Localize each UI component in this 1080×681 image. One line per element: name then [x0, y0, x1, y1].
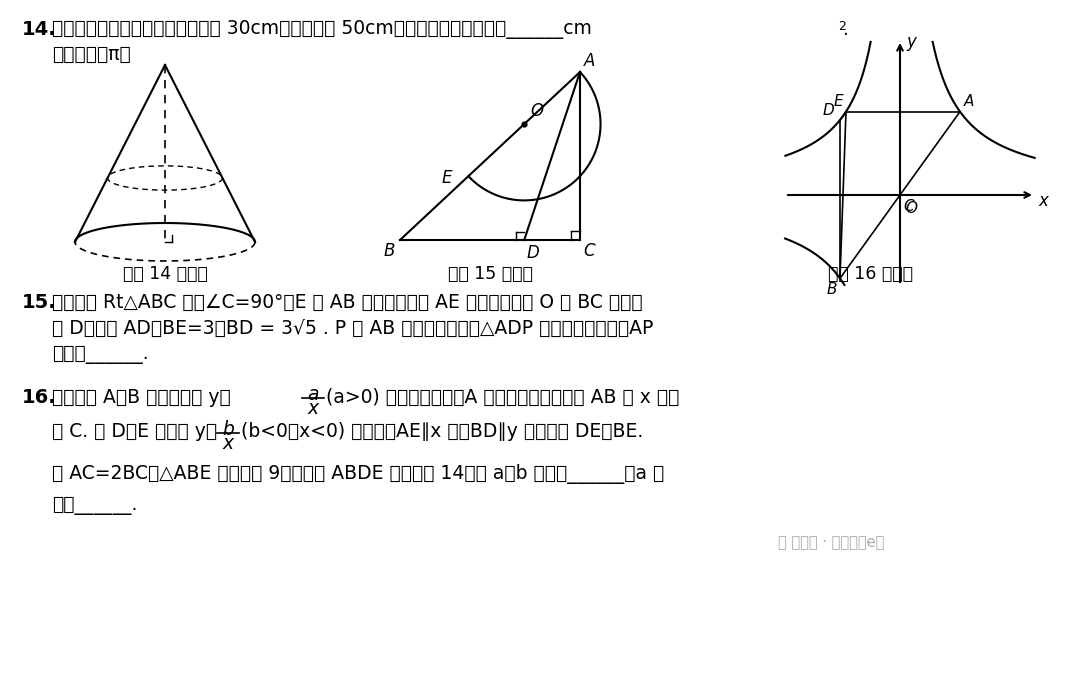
Text: (b<0，x<0) 图象上，AE∥x 轴，BD∥y 轴，连结 DE，BE.: (b<0，x<0) 图象上，AE∥x 轴，BD∥y 轴，连结 DE，BE.	[241, 422, 644, 441]
Text: 值为______.: 值为______.	[52, 496, 137, 515]
Text: 如图，点 A，B 分别在函数 y＝: 如图，点 A，B 分别在函数 y＝	[52, 388, 231, 407]
Text: x: x	[308, 399, 319, 418]
Text: （第 16 题图）: （第 16 题图）	[827, 265, 913, 283]
Text: x: x	[1038, 192, 1048, 210]
Text: 点 D，连结 AD，BE=3，BD = 3√5 . P 是 AB 边上的动点，当△ADP 为等腰三角形时，AP: 点 D，连结 AD，BE=3，BD = 3√5 . P 是 AB 边上的动点，当…	[52, 319, 653, 338]
Text: 如图，圆锥形烟囱帽的底面半径为 30cm，母线长为 50cm，则烟囱帽的侧面积为______cm: 如图，圆锥形烟囱帽的底面半径为 30cm，母线长为 50cm，则烟囱帽的侧面积为…	[52, 20, 592, 39]
Text: 点 C. 点 D，E 在函数 y＝: 点 C. 点 D，E 在函数 y＝	[52, 422, 217, 441]
Text: C: C	[583, 242, 595, 260]
Text: A: A	[584, 52, 595, 70]
Text: （结果保留π）: （结果保留π）	[52, 45, 131, 64]
Text: .: .	[843, 20, 849, 39]
Text: 14.: 14.	[22, 20, 56, 39]
Text: 16.: 16.	[22, 388, 56, 407]
Text: D: D	[526, 244, 539, 262]
Text: y: y	[906, 33, 916, 51]
Text: 2: 2	[838, 20, 846, 33]
Text: A: A	[964, 94, 974, 109]
Text: 如图，在 Rt△ABC 中，∠C=90°，E 为 AB 边上一点，以 AE 为直径的半圆 O 与 BC 相切于: 如图，在 Rt△ABC 中，∠C=90°，E 为 AB 边上一点，以 AE 为直…	[52, 293, 643, 312]
Text: (a>0) 图象的两支上（A 在第一象限），连结 AB 交 x 轴于: (a>0) 图象的两支上（A 在第一象限），连结 AB 交 x 轴于	[326, 388, 679, 407]
Text: a: a	[307, 385, 319, 404]
Text: E: E	[834, 94, 843, 109]
Text: 的长为______.: 的长为______.	[52, 345, 149, 364]
Text: 若 AC=2BC，△ABE 的面积为 9，四边形 ABDE 的面积为 14，则 a－b 的值为______，a 的: 若 AC=2BC，△ABE 的面积为 9，四边形 ABDE 的面积为 14，则 …	[52, 464, 664, 484]
Text: B: B	[826, 283, 837, 298]
Text: 15.: 15.	[22, 293, 56, 312]
Text: O: O	[905, 201, 917, 216]
Text: （第 15 题图）: （第 15 题图）	[447, 265, 532, 283]
Text: b: b	[222, 420, 234, 439]
Text: x: x	[222, 434, 233, 453]
Text: E: E	[442, 169, 453, 187]
Text: C: C	[903, 199, 914, 214]
Text: O: O	[530, 102, 543, 120]
Text: D: D	[822, 103, 834, 118]
Text: B: B	[384, 242, 395, 260]
Text: 🔔 公众号 · 初中数学e家: 🔔 公众号 · 初中数学e家	[778, 535, 885, 550]
Text: （第 14 题图）: （第 14 题图）	[123, 265, 207, 283]
